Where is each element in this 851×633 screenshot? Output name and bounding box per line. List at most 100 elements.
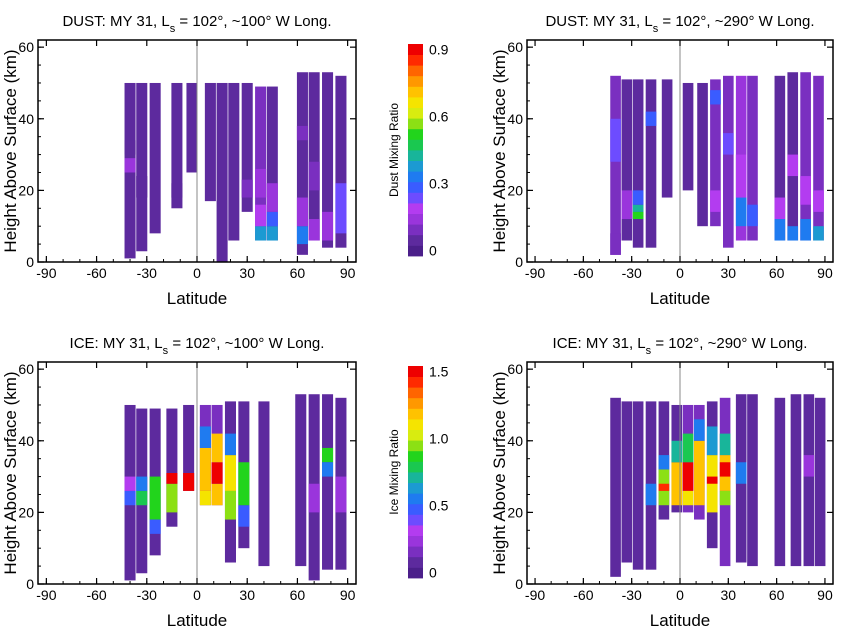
x-axis-label: Latitude <box>167 611 228 630</box>
heat-cell <box>610 233 621 255</box>
panel-ice290: -90 -60 -30 0 30 60 90 0 20 40 60 ICE: MY 31, Ls = … <box>490 335 834 630</box>
colorbar-swatch <box>408 213 423 225</box>
profile-column <box>621 401 633 563</box>
heat-cell <box>266 211 278 227</box>
heat-cell <box>747 75 758 241</box>
profile-column <box>645 401 657 570</box>
heat-cell <box>149 476 161 520</box>
chart-title: DUST: MY 31, Ls = 102°, ~100° W Long. <box>62 13 331 35</box>
profile-column <box>632 401 644 570</box>
x-tick-label: -90 <box>36 587 56 603</box>
heat-cell <box>658 483 670 491</box>
panel-dust100: -90 -60 -30 0 30 60 90 0 20 40 60 DUST: MY 31, Ls =… <box>1 13 357 308</box>
heat-cell <box>241 179 253 198</box>
profile-column <box>747 394 758 567</box>
heat-cell <box>171 82 183 209</box>
heat-cell <box>694 440 705 506</box>
colorbar-label: Ice Mixing Ratio <box>387 429 401 515</box>
heat-cell <box>166 483 178 513</box>
x-tick-label: -60 <box>573 265 593 281</box>
heat-cell <box>255 226 267 241</box>
heat-cell <box>136 490 148 506</box>
heat-cell <box>308 219 320 241</box>
colorbar-swatch <box>408 535 423 547</box>
x-tick-label: 30 <box>721 265 737 281</box>
profile-column <box>224 401 236 563</box>
heat-cell <box>136 176 148 198</box>
heat-cell <box>645 111 657 126</box>
x-tick-label: -90 <box>525 587 545 603</box>
heat-cell <box>255 168 267 198</box>
colorbar-swatch <box>408 245 423 257</box>
heat-cell <box>671 440 683 463</box>
x-tick-label: 90 <box>817 587 833 603</box>
heat-cell <box>632 190 644 205</box>
x-tick-label: 90 <box>817 265 833 281</box>
y-axis-label: Height Above Surface (km) <box>1 371 20 574</box>
y-tick-label: 0 <box>26 254 34 270</box>
profile-column <box>658 401 670 520</box>
x-tick-label: 0 <box>676 587 684 603</box>
chart-title: ICE: MY 31, Ls = 102°, ~290° W Long. <box>553 335 808 357</box>
heat-cell <box>166 408 178 527</box>
heat-cell <box>800 176 811 205</box>
profile-column <box>335 397 347 570</box>
heat-cell <box>747 204 758 227</box>
colorbar-tick-label: 0.5 <box>429 498 449 514</box>
profile-column <box>719 397 731 567</box>
x-tick-label: -60 <box>573 587 593 603</box>
heat-cell <box>241 82 253 212</box>
colorbar-swatch <box>408 160 423 172</box>
heat-cell <box>183 404 195 491</box>
heat-cell <box>645 79 657 248</box>
heat-cell <box>747 394 758 567</box>
heat-cell <box>774 75 786 241</box>
heat-cell <box>266 183 278 212</box>
heat-cell <box>735 197 747 227</box>
colorbar-swatch <box>408 514 423 526</box>
colorbar-swatch <box>408 203 423 214</box>
heat-cell <box>645 483 657 506</box>
y-tick-label: 60 <box>507 39 523 55</box>
colorbar-tick-label: 0 <box>429 243 437 259</box>
heat-cell <box>787 226 799 241</box>
heat-cell <box>322 394 334 570</box>
profile-column <box>124 82 136 259</box>
heat-cell <box>211 483 223 506</box>
heat-cell <box>266 226 278 241</box>
heat-cell <box>224 490 236 520</box>
profile-column <box>710 79 721 227</box>
colorbar-swatch <box>408 139 423 151</box>
colorbar-swatch <box>408 387 423 399</box>
profile-column <box>747 75 758 241</box>
heat-cell <box>710 190 721 212</box>
heat-cell <box>258 401 270 567</box>
colorbar-swatch <box>408 493 423 505</box>
heat-cell <box>710 90 721 105</box>
heat-cell <box>224 455 236 491</box>
heat-cell <box>682 82 694 191</box>
colorbar-swatch <box>408 461 423 473</box>
heat-cell <box>813 226 824 241</box>
x-tick-label: 60 <box>290 587 306 603</box>
profile-column <box>814 397 826 567</box>
heat-cell <box>211 462 223 484</box>
x-tick-label: -30 <box>622 265 642 281</box>
heat-cell <box>322 211 334 241</box>
colorbar-swatch <box>408 397 423 409</box>
colorbar-swatch <box>408 234 423 246</box>
profile-column <box>308 72 320 241</box>
heat-cell <box>682 433 694 463</box>
colorbar-swatch <box>408 181 423 193</box>
profile-column <box>211 404 223 506</box>
heat-cell <box>723 75 734 248</box>
heat-cell <box>204 82 216 202</box>
heat-cell <box>723 133 734 155</box>
profile-column <box>136 82 148 252</box>
profile-column <box>295 394 307 567</box>
heat-cell <box>735 462 747 484</box>
colorbar-tick-label: 1.0 <box>429 430 449 446</box>
heat-cell <box>621 79 633 241</box>
heat-cell <box>124 490 136 506</box>
colorbar-tick-label: 0.6 <box>429 108 449 124</box>
